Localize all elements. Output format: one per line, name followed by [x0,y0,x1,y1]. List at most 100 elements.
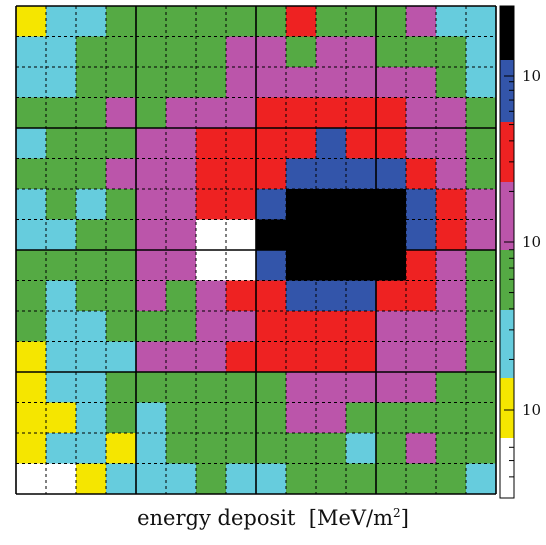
heatmap-cell [166,433,196,464]
heatmap-cell [346,372,376,403]
heatmap-cell [136,433,166,464]
colorbar-segment [500,250,514,310]
heatmap-cell [226,433,256,464]
heatmap-cell [76,250,106,281]
heatmap-cell [196,36,226,67]
heatmap-cell [136,280,166,311]
heatmap-cell [316,372,346,403]
heatmap-cell [256,250,286,281]
heatmap-cell [106,311,136,342]
heatmap-cell [376,67,406,98]
heatmap-grid [15,5,497,495]
heatmap-cell [166,219,196,250]
heatmap-cell [316,341,346,372]
heatmap-cell [46,250,76,281]
heatmap-cell [226,219,256,250]
heatmap-cell [376,463,406,494]
heatmap-cell [166,158,196,189]
heatmap-cell [376,158,406,189]
heatmap-cell [136,311,166,342]
heatmap-cell [406,97,436,128]
heatmap-cell [436,463,466,494]
heatmap-cell [16,36,46,67]
heatmap-cell [346,463,376,494]
heatmap-cell [286,463,316,494]
heatmap-cell [346,158,376,189]
heatmap-cell [256,128,286,159]
colorbar-segment [500,310,514,378]
colorbar-segment [500,122,514,182]
colorbar-segment [500,182,514,250]
heatmap-cell [196,280,226,311]
heatmap-cell [106,158,136,189]
heatmap-cell [316,250,346,281]
heatmap-cell [406,341,436,372]
heatmap-cell [376,372,406,403]
heatmap-cell [226,97,256,128]
heatmap-cell [376,341,406,372]
colorbar-tick-labels: 10 10 10 [522,67,541,419]
heatmap-cell [16,250,46,281]
heatmap-cell [466,433,496,464]
heatmap-cell [46,433,76,464]
heatmap-cell [196,402,226,433]
heatmap-cell [136,372,166,403]
heatmap-cell [346,219,376,250]
heatmap-cell [196,219,226,250]
heatmap-cell [466,372,496,403]
heatmap-cell [406,372,436,403]
heatmap-cell [166,189,196,220]
heatmap-cell [406,36,436,67]
heatmap-cell [16,158,46,189]
heatmap-cell [286,97,316,128]
x-axis-label: energy deposit [MeV/m2] [0,506,546,530]
heatmap-cell [196,67,226,98]
heatmap-cell [286,433,316,464]
heatmap-cell [226,67,256,98]
heatmap-cell [166,372,196,403]
heatmap-chart: 10 10 10 [15,5,541,499]
heatmap-cell [436,250,466,281]
heatmap-cell [376,433,406,464]
heatmap-cell [256,311,286,342]
heatmap-cell [136,158,166,189]
heatmap-cell [256,219,286,250]
heatmap-cell [346,97,376,128]
heatmap-cell [316,311,346,342]
heatmap-cell [256,433,286,464]
heatmap-cell [256,6,286,37]
heatmap-cell [286,6,316,37]
heatmap-cell [106,341,136,372]
heatmap-cell [256,189,286,220]
heatmap-cell [106,280,136,311]
heatmap-cell [46,402,76,433]
heatmap-cell [436,97,466,128]
unit-exponent: 2 [393,506,401,520]
heatmap-cell [76,311,106,342]
heatmap-cell [466,250,496,281]
heatmap-cell [286,311,316,342]
heatmap-cell [466,463,496,494]
heatmap-cell [376,189,406,220]
heatmap-cell [286,341,316,372]
heatmap-cell [286,128,316,159]
heatmap-cell [76,219,106,250]
heatmap-cell [166,67,196,98]
heatmap-cell [106,372,136,403]
heatmap-cell [406,128,436,159]
heatmap-cell [466,189,496,220]
heatmap-cell [316,463,346,494]
heatmap-cell [46,67,76,98]
heatmap-cell [16,6,46,37]
heatmap-cell [436,402,466,433]
heatmap-cell [376,36,406,67]
heatmap-cell [346,433,376,464]
heatmap-cell [196,250,226,281]
heatmap-cell [466,280,496,311]
heatmap-cell [76,97,106,128]
heatmap-cell [226,158,256,189]
heatmap-cell [136,189,166,220]
heatmap-cell [346,250,376,281]
heatmap-cell [106,6,136,37]
heatmap-cell [136,219,166,250]
